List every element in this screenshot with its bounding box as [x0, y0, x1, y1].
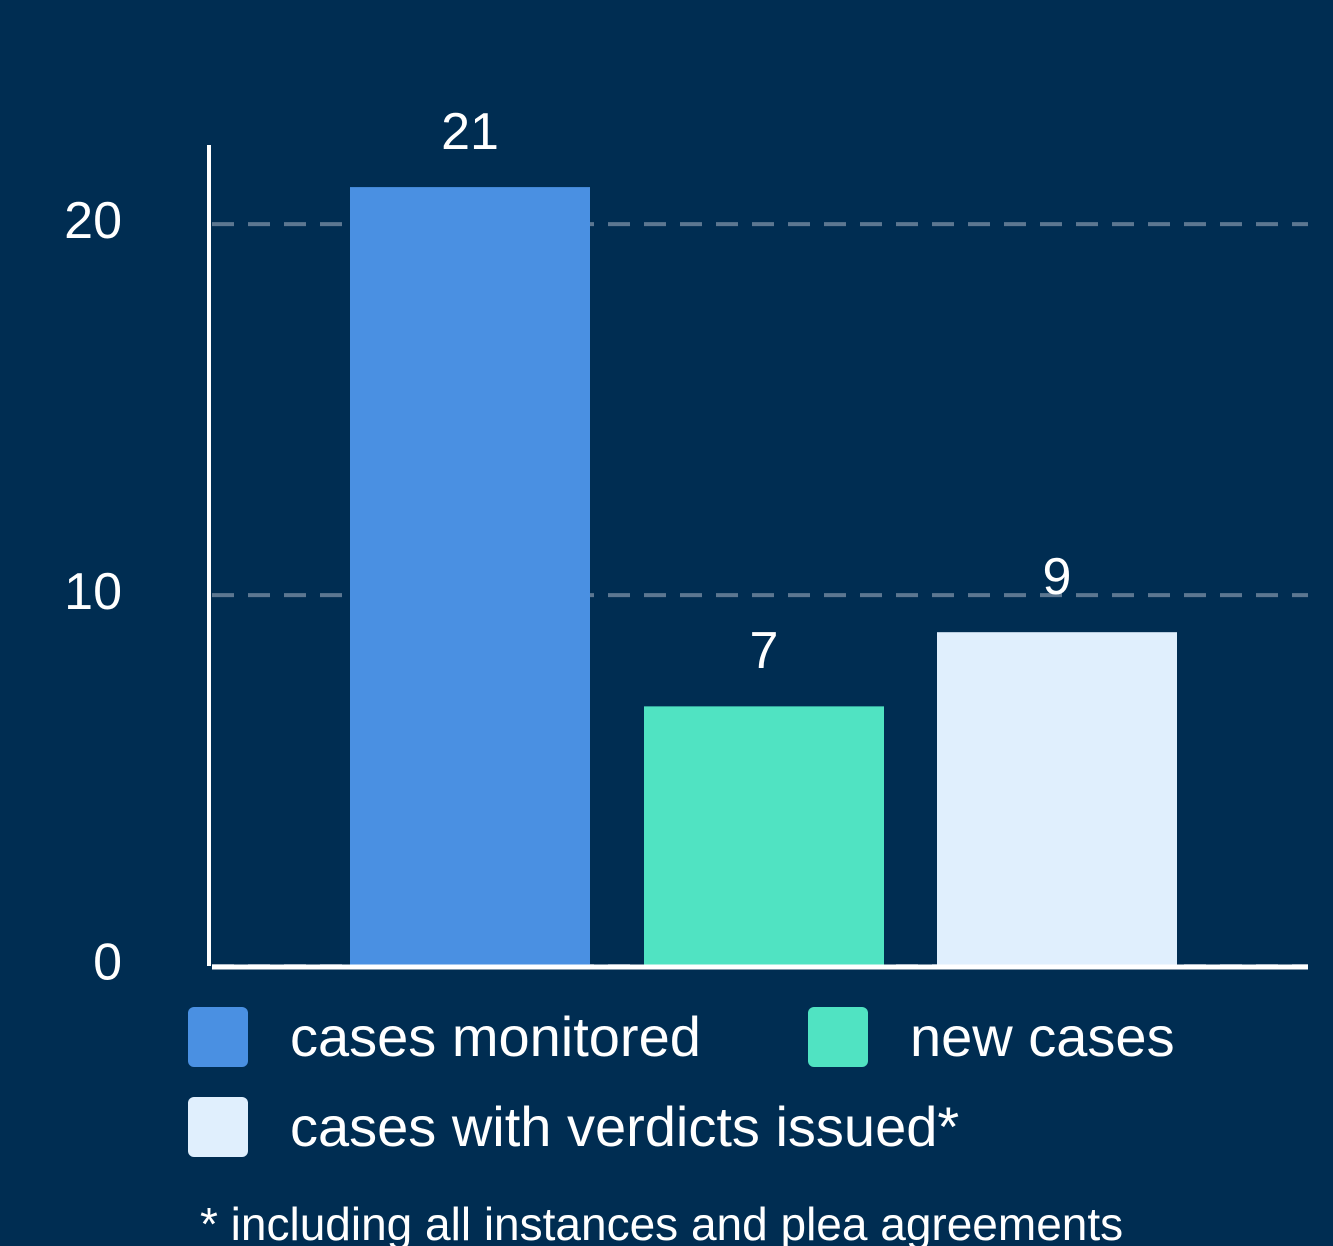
y-tick-label: 0	[93, 934, 122, 992]
legend-label: cases monitored	[290, 1005, 701, 1068]
bar	[644, 706, 884, 966]
legend-label: cases with verdicts issued*	[290, 1095, 959, 1158]
legend-swatch	[188, 1007, 248, 1067]
value-label: 21	[441, 103, 499, 161]
y-tick-label: 20	[64, 192, 122, 250]
bar	[937, 632, 1177, 966]
legend-swatch	[808, 1007, 868, 1067]
bar	[350, 187, 590, 966]
legend-swatch	[188, 1097, 248, 1157]
value-label: 7	[750, 622, 779, 680]
value-label: 9	[1043, 548, 1072, 606]
y-tick-label: 10	[64, 563, 122, 621]
legend-label: new cases	[910, 1005, 1175, 1068]
footnote: * including all instances and plea agree…	[200, 1198, 1123, 1246]
